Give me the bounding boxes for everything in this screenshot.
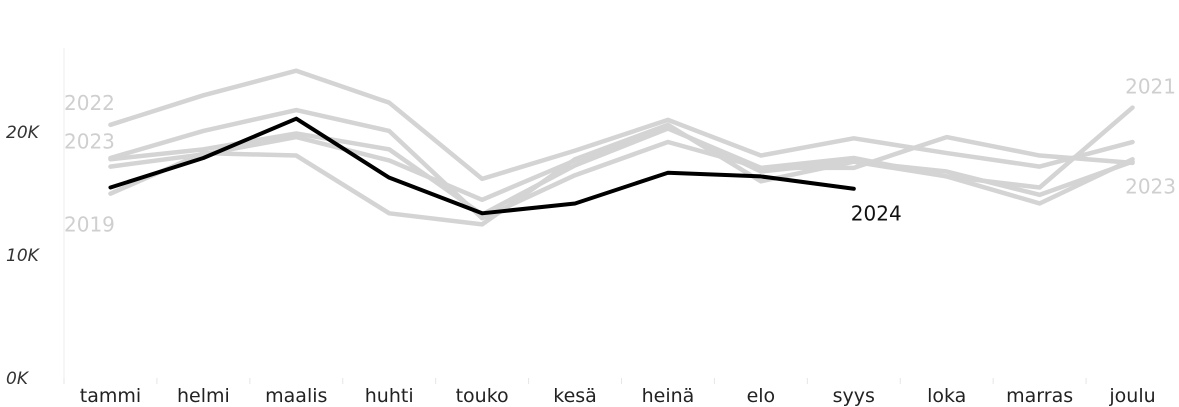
x-tick-label: loka: [927, 385, 966, 407]
x-tick-label: joulu: [1108, 385, 1155, 407]
series-label-2019-start: 2019: [64, 213, 115, 237]
series-label-2024-end: 2024: [851, 202, 902, 226]
series-line-2024: [108, 116, 856, 216]
series-line-2023: [108, 125, 1135, 203]
series-line-2020: [108, 126, 1135, 217]
series-line-2021: [108, 105, 1135, 221]
series-label-2023-end: 2023: [1125, 175, 1176, 199]
x-tick-label: huhti: [365, 385, 414, 407]
x-tick-label: helmi: [177, 385, 230, 407]
x-tick-label: maalis: [265, 385, 327, 407]
x-tick-label: marras: [1006, 385, 1073, 407]
series-label-2022-start: 2022: [64, 91, 115, 115]
y-tick-label: 20K: [6, 123, 41, 143]
x-tick-label: touko: [456, 385, 509, 407]
x-tick-label: heinä: [642, 385, 695, 407]
x-tick-label: tammi: [80, 385, 141, 407]
y-tick-label: 10K: [6, 246, 41, 266]
chart-series-labels: 2019 2021 2022 2023 2023 2024: [64, 75, 1176, 237]
series-line-2022: [108, 68, 1135, 182]
chart-series-lines: [108, 68, 1135, 227]
x-tick-label: syys: [833, 385, 875, 407]
y-tick-label: 0K: [6, 369, 30, 389]
x-tick-label: kesä: [553, 385, 597, 407]
x-tick-label: elo: [747, 385, 776, 407]
series-label-2023-start: 2023: [64, 130, 115, 154]
series-label-2021-end: 2021: [1125, 75, 1176, 99]
chart-axes: 0K 10K 20K tammi helmi maalis huhti touko kesä he…: [6, 48, 1156, 407]
